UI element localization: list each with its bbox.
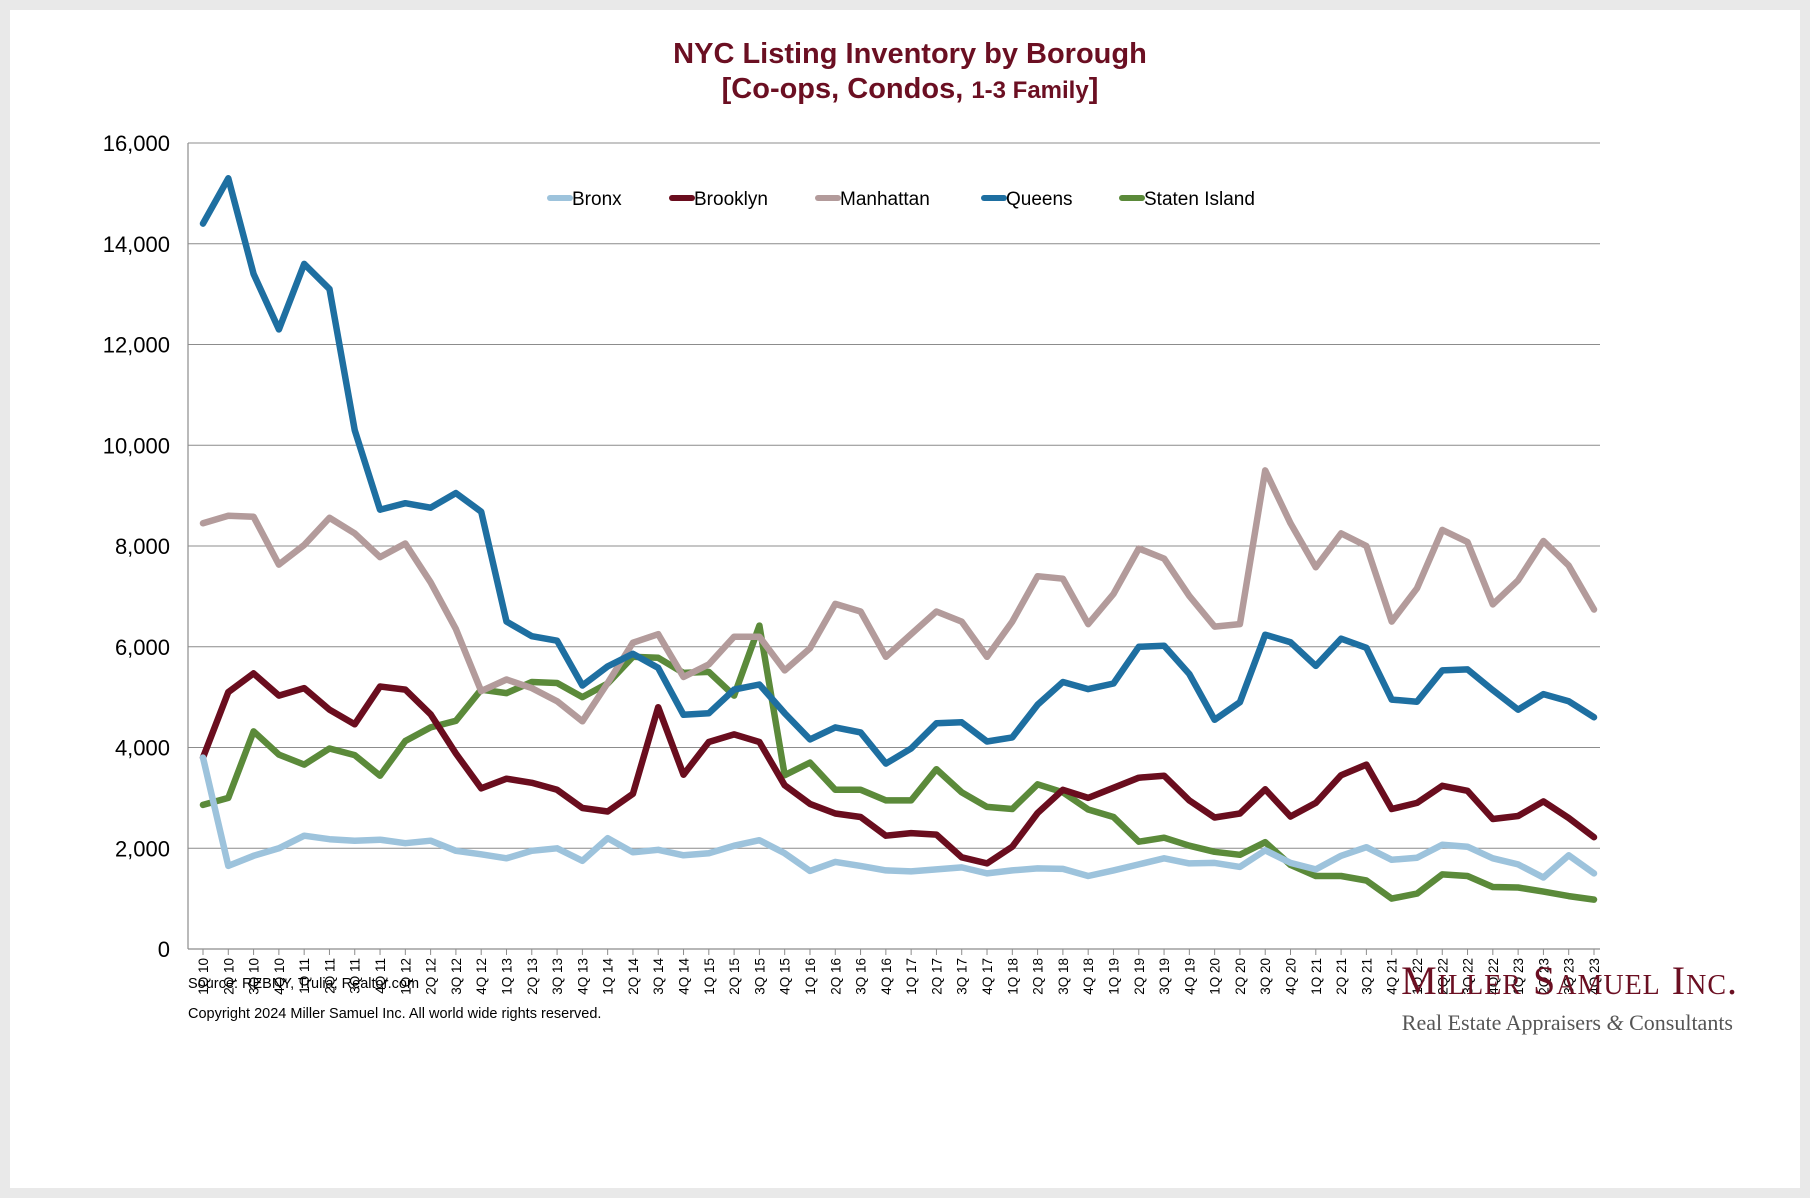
x-tick-label: 1Q 10 [196, 958, 211, 995]
x-tick-label: 1Q 12 [398, 958, 413, 995]
x-tick-label: 1Q 15 [702, 958, 717, 995]
x-tick-label: 1Q 23 [1511, 958, 1526, 995]
x-tick-label: 2Q 17 [929, 958, 944, 995]
x-tick-label: 3Q 22 [1461, 958, 1476, 995]
x-tick-label: 1Q 13 [499, 958, 514, 995]
x-tick-label: 4Q 13 [575, 958, 590, 995]
series-line-bronx [199, 754, 1598, 881]
x-tick-label: 3Q 21 [1359, 958, 1374, 995]
x-tick-label: 1Q 21 [1309, 958, 1324, 995]
legend-label: Bronx [572, 189, 622, 210]
y-tick-label: 10,000 [103, 433, 170, 458]
x-tick-label: 3Q 23 [1562, 958, 1577, 995]
x-tick-label: 2Q 10 [221, 958, 236, 995]
x-tick-label: 4Q 16 [879, 958, 894, 995]
y-tick-label: 12,000 [103, 333, 170, 358]
x-tick-label: 3Q 15 [752, 958, 767, 995]
legend-label: Queens [1006, 189, 1073, 210]
x-tick-label: 2Q 13 [525, 958, 540, 995]
gridlines [188, 142, 1600, 849]
x-tick-label: 1Q 18 [1005, 958, 1020, 995]
x-tick-label: 1Q 17 [904, 958, 919, 995]
x-tick-label: 4Q 23 [1587, 958, 1602, 995]
x-tick-label: 2Q 21 [1334, 958, 1349, 995]
y-axis-ticks: 0 2,000 4,000 6,000 8,000 10,000 12,000 14,000 1… [103, 131, 170, 962]
series-line-queens [199, 175, 1598, 767]
x-tick-label: 4Q 10 [272, 958, 287, 995]
x-tick-label: 4Q 12 [474, 958, 489, 995]
legend-label: Manhattan [840, 189, 930, 210]
x-tick-label: 1Q 14 [601, 958, 616, 995]
x-tick-label: 1Q 19 [1106, 958, 1121, 995]
legend-label: Brooklyn [694, 189, 768, 210]
x-tick-label: 4Q 17 [980, 958, 995, 995]
chart-title: NYC Listing Inventory by Borough [673, 38, 1147, 70]
y-tick-label: 2,000 [115, 836, 170, 861]
source-note: Source: REBNY, Trulia, Realtor.com [188, 976, 419, 992]
x-tick-label: 4Q 20 [1284, 958, 1299, 995]
subtitle-main: [Co-ops, Condos, [722, 73, 972, 105]
x-tick-label: 2Q 15 [727, 958, 742, 995]
x-tick-label: 2Q 18 [1031, 958, 1046, 995]
line-chart: NYC Listing Inventory by Borough [Co-ops… [103, 38, 1738, 1035]
x-tick-label: 4Q 11 [373, 958, 388, 994]
series-line-brooklyn [199, 670, 1598, 867]
x-tick-label: 2Q 19 [1132, 958, 1147, 995]
y-tick-label: 16,000 [103, 131, 170, 156]
copyright-note: Copyright 2024 Miller Samuel Inc. All wo… [188, 1006, 601, 1022]
x-tick-label: 4Q 18 [1081, 958, 1096, 995]
legend-label: Staten Island [1144, 189, 1255, 210]
y-tick-label: 14,000 [103, 232, 170, 257]
x-tick-label: 4Q 19 [1182, 958, 1197, 995]
x-tick-label: 3Q 10 [247, 958, 262, 995]
legend: Bronx Brooklyn Manhattan Queens Staten Islan… [547, 189, 1255, 210]
company-logo-name: Miller Samuel Inc. [1401, 958, 1738, 1003]
chart-card: NYC Listing Inventory by Borough [Co-ops… [10, 10, 1800, 1188]
x-axis-ticks: 1Q 10 2Q 10 3Q 10 4Q 10 1Q 11 2Q 11 3Q 11 4Q 11… [196, 949, 1602, 995]
x-tick-label: 3Q 11 [348, 958, 363, 994]
chart-subtitle: [Co-ops, Condos, 1-3 Family] [722, 73, 1099, 105]
axes [187, 143, 1600, 950]
x-tick-label: 4Q 21 [1385, 958, 1400, 995]
x-tick-label: 2Q 11 [322, 958, 337, 994]
series-lines [199, 175, 1598, 903]
x-tick-label: 2Q 16 [828, 958, 843, 995]
x-tick-label: 1Q 20 [1208, 958, 1223, 995]
x-tick-label: 3Q 13 [550, 958, 565, 995]
y-tick-label: 8,000 [115, 534, 170, 559]
x-tick-label: 3Q 12 [449, 958, 464, 995]
x-tick-label: 1Q 16 [803, 958, 818, 995]
y-tick-label: 4,000 [115, 736, 170, 761]
company-logo-tagline: Real Estate Appraisers & Consultants [1402, 1010, 1733, 1035]
x-tick-label: 2Q 12 [424, 958, 439, 995]
y-tick-label: 6,000 [115, 635, 170, 660]
x-tick-label: 1Q 11 [297, 958, 312, 994]
x-tick-label: 4Q 14 [677, 958, 692, 995]
x-tick-label: 4Q 22 [1486, 958, 1501, 995]
x-tick-label: 2Q 20 [1233, 958, 1248, 995]
x-tick-label: 3Q 18 [1056, 958, 1071, 995]
x-tick-label: 2Q 14 [626, 958, 641, 995]
y-tick-label: 0 [158, 937, 170, 962]
subtitle-small: 1-3 Family [971, 77, 1089, 104]
series-line-manhattan [199, 467, 1598, 725]
x-tick-label: 3Q 19 [1157, 958, 1172, 995]
x-tick-label: 3Q 16 [854, 958, 869, 995]
x-tick-label: 3Q 20 [1258, 958, 1273, 995]
x-tick-label: 4Q 15 [778, 958, 793, 995]
subtitle-end: ] [1089, 73, 1099, 105]
x-tick-label: 2Q 22 [1435, 958, 1450, 995]
x-tick-label: 3Q 17 [955, 958, 970, 995]
x-tick-label: 2Q 23 [1536, 958, 1551, 995]
x-tick-label: 1Q 22 [1410, 958, 1425, 995]
x-tick-label: 3Q 14 [651, 958, 666, 995]
